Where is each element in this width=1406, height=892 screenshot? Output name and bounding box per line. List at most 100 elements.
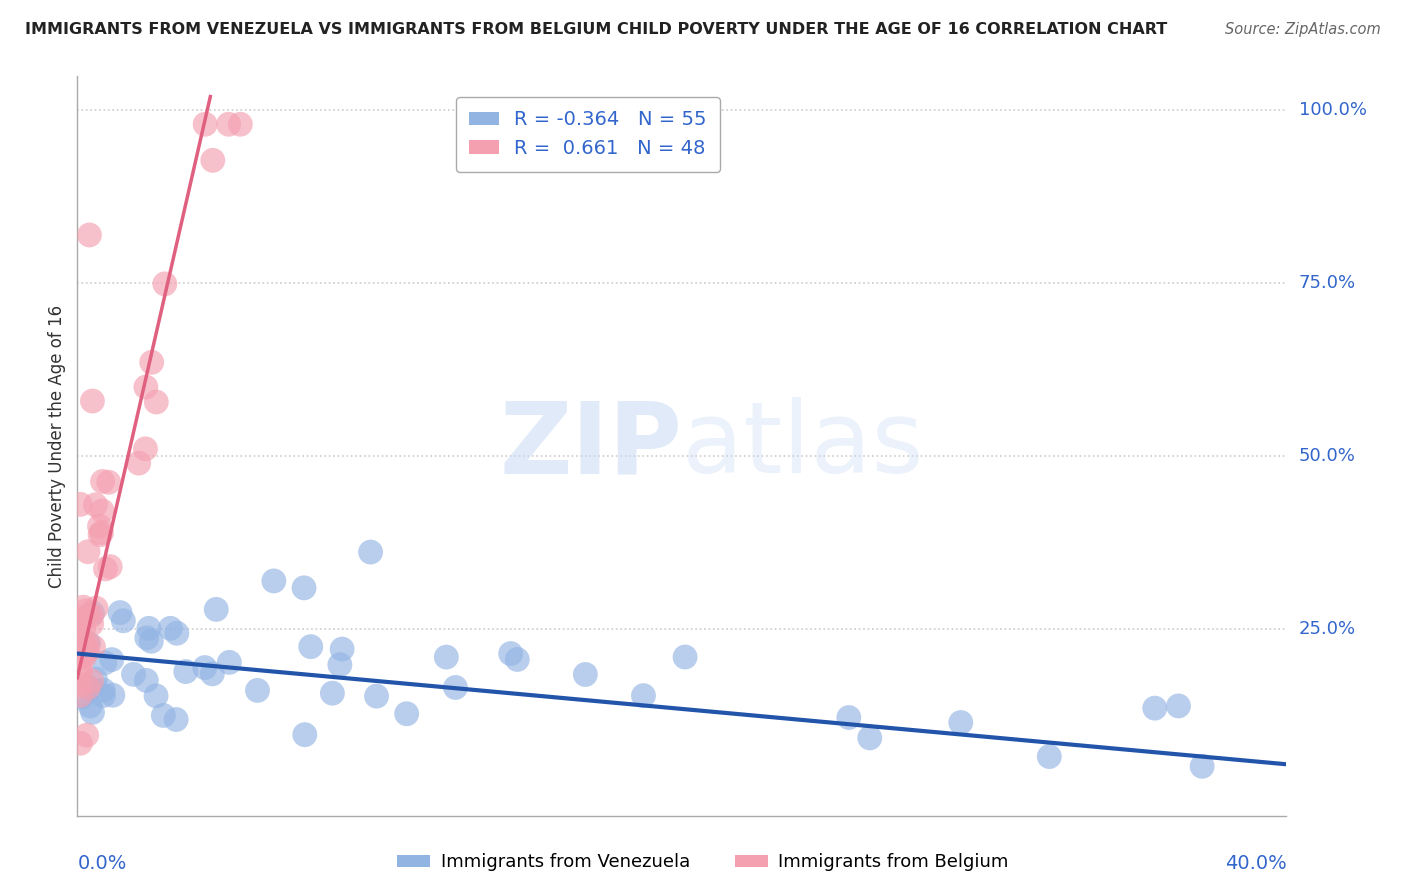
Point bbox=[122, 667, 145, 681]
Point bbox=[1191, 759, 1213, 773]
Point bbox=[89, 519, 111, 533]
Point bbox=[330, 642, 353, 657]
Text: Source: ZipAtlas.com: Source: ZipAtlas.com bbox=[1225, 22, 1381, 37]
Point bbox=[73, 649, 96, 664]
Point bbox=[205, 602, 228, 616]
Point bbox=[152, 708, 174, 723]
Point bbox=[84, 498, 107, 512]
Point bbox=[506, 652, 529, 666]
Point bbox=[72, 611, 94, 625]
Point bbox=[294, 728, 316, 742]
Point bbox=[69, 648, 91, 663]
Point bbox=[194, 660, 217, 674]
Point bbox=[218, 117, 240, 131]
Point bbox=[69, 664, 91, 678]
Legend: R = -0.364   N = 55, R =  0.661   N = 48: R = -0.364 N = 55, R = 0.661 N = 48 bbox=[456, 96, 720, 171]
Point bbox=[97, 475, 120, 490]
Text: atlas: atlas bbox=[682, 398, 924, 494]
Point bbox=[89, 527, 111, 541]
Point bbox=[98, 559, 121, 574]
Point bbox=[76, 637, 98, 651]
Point bbox=[93, 656, 115, 670]
Point bbox=[499, 647, 522, 661]
Point bbox=[246, 683, 269, 698]
Point bbox=[91, 475, 114, 489]
Point bbox=[153, 277, 176, 291]
Point bbox=[76, 728, 98, 742]
Point bbox=[82, 394, 104, 409]
Point bbox=[434, 650, 457, 665]
Point bbox=[134, 442, 156, 456]
Point bbox=[159, 621, 181, 635]
Point bbox=[93, 683, 115, 698]
Point bbox=[360, 545, 382, 559]
Point bbox=[141, 634, 163, 648]
Point bbox=[299, 640, 322, 654]
Point bbox=[82, 706, 104, 720]
Point bbox=[145, 395, 167, 409]
Point bbox=[72, 636, 94, 650]
Point bbox=[69, 497, 91, 511]
Point bbox=[229, 117, 252, 131]
Point bbox=[145, 689, 167, 703]
Point bbox=[201, 153, 224, 168]
Point bbox=[673, 650, 696, 665]
Point bbox=[84, 601, 107, 615]
Point bbox=[76, 643, 98, 657]
Point bbox=[93, 689, 115, 703]
Point bbox=[69, 662, 91, 676]
Point bbox=[77, 681, 100, 695]
Point bbox=[82, 640, 104, 654]
Text: 75.0%: 75.0% bbox=[1299, 275, 1355, 293]
Text: ZIP: ZIP bbox=[499, 398, 682, 494]
Point bbox=[73, 621, 96, 635]
Point bbox=[329, 657, 352, 672]
Point bbox=[72, 600, 94, 615]
Point bbox=[69, 631, 91, 645]
Point bbox=[80, 617, 103, 632]
Point bbox=[80, 608, 103, 623]
Text: 25.0%: 25.0% bbox=[1299, 620, 1355, 639]
Point bbox=[574, 667, 596, 681]
Point bbox=[135, 673, 157, 688]
Point bbox=[444, 681, 467, 695]
Point bbox=[80, 673, 103, 688]
Text: 50.0%: 50.0% bbox=[1299, 448, 1355, 466]
Point bbox=[77, 545, 100, 559]
Point bbox=[633, 689, 655, 703]
Point bbox=[859, 731, 882, 745]
Point bbox=[128, 456, 150, 470]
Point bbox=[1167, 698, 1189, 713]
Point bbox=[135, 380, 157, 394]
Point bbox=[112, 614, 135, 628]
Point bbox=[174, 665, 197, 679]
Point bbox=[108, 606, 131, 620]
Point bbox=[79, 681, 101, 696]
Point bbox=[69, 689, 91, 703]
Point bbox=[292, 581, 315, 595]
Text: 100.0%: 100.0% bbox=[1299, 102, 1367, 120]
Y-axis label: Child Poverty Under the Age of 16: Child Poverty Under the Age of 16 bbox=[48, 304, 66, 588]
Point bbox=[79, 227, 101, 242]
Point bbox=[77, 636, 100, 650]
Point bbox=[69, 736, 91, 750]
Text: 40.0%: 40.0% bbox=[1225, 855, 1286, 873]
Point bbox=[1143, 701, 1166, 715]
Point bbox=[194, 117, 217, 131]
Point bbox=[69, 650, 91, 665]
Point bbox=[69, 613, 91, 627]
Point bbox=[138, 621, 160, 635]
Point bbox=[70, 690, 93, 704]
Point bbox=[101, 688, 124, 702]
Point bbox=[91, 504, 114, 518]
Point bbox=[135, 631, 157, 645]
Point bbox=[263, 574, 285, 588]
Point bbox=[366, 689, 388, 703]
Point bbox=[90, 525, 112, 540]
Point bbox=[838, 710, 860, 724]
Point bbox=[101, 652, 124, 666]
Legend: Immigrants from Venezuela, Immigrants from Belgium: Immigrants from Venezuela, Immigrants fr… bbox=[389, 847, 1017, 879]
Point bbox=[75, 604, 97, 618]
Point bbox=[69, 613, 91, 627]
Point bbox=[949, 715, 972, 730]
